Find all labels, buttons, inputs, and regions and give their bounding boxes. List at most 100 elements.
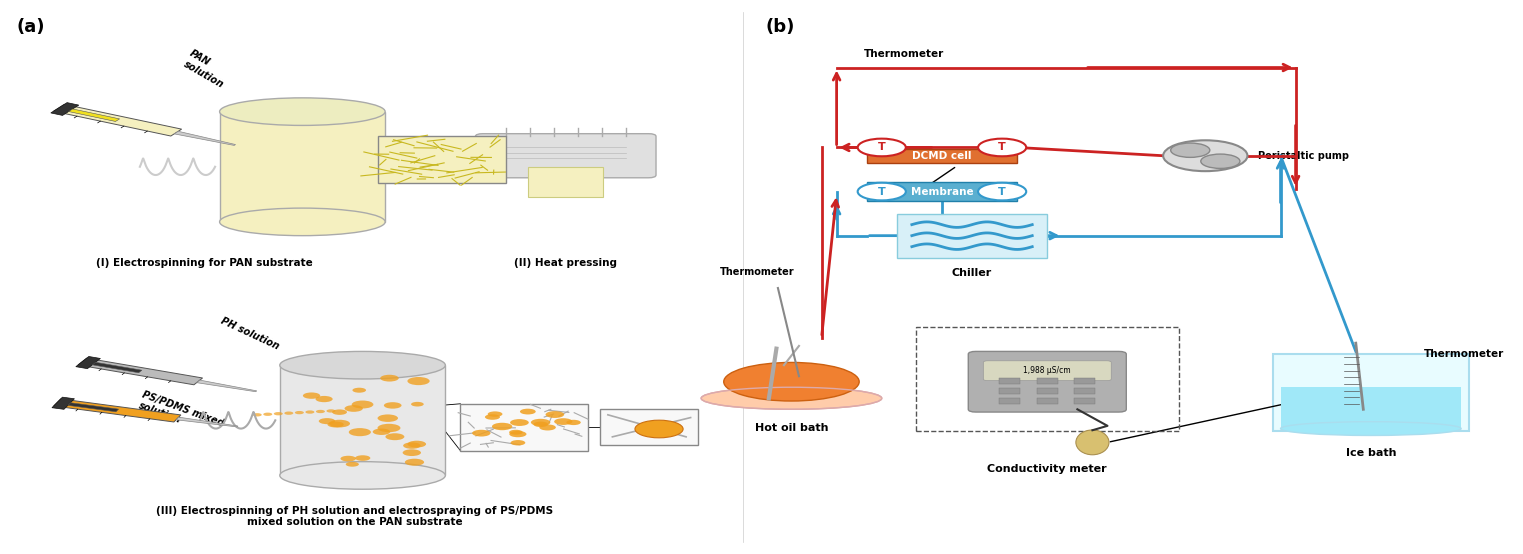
Circle shape — [545, 411, 564, 418]
Text: PH solution: PH solution — [219, 316, 282, 351]
Circle shape — [635, 420, 684, 438]
Bar — [1037, 378, 1058, 384]
Bar — [280, 365, 445, 475]
Circle shape — [487, 412, 503, 417]
Circle shape — [554, 418, 573, 425]
Circle shape — [318, 418, 335, 424]
Circle shape — [327, 422, 344, 428]
Polygon shape — [78, 358, 203, 385]
Circle shape — [385, 433, 405, 440]
Text: Peristaltic pump: Peristaltic pump — [1258, 151, 1349, 161]
Circle shape — [472, 430, 490, 437]
Text: 1,988 μS/cm: 1,988 μS/cm — [1023, 366, 1071, 375]
Circle shape — [532, 419, 550, 426]
Text: (II) Heat pressing: (II) Heat pressing — [515, 258, 617, 268]
Polygon shape — [69, 109, 120, 121]
Ellipse shape — [219, 98, 385, 125]
Bar — [1074, 398, 1095, 404]
Circle shape — [306, 411, 314, 414]
Circle shape — [332, 409, 347, 415]
FancyBboxPatch shape — [984, 361, 1112, 381]
Bar — [867, 149, 1017, 163]
Circle shape — [404, 443, 420, 449]
Circle shape — [510, 419, 528, 426]
Ellipse shape — [280, 461, 445, 489]
Circle shape — [402, 449, 420, 456]
Bar — [999, 378, 1020, 384]
Circle shape — [510, 440, 525, 445]
Polygon shape — [52, 397, 75, 409]
Circle shape — [484, 414, 500, 420]
Circle shape — [303, 392, 320, 399]
Bar — [999, 398, 1020, 404]
Circle shape — [315, 396, 332, 402]
Circle shape — [285, 412, 294, 415]
Bar — [1074, 378, 1095, 384]
Circle shape — [1164, 140, 1247, 171]
Circle shape — [1171, 143, 1209, 157]
Bar — [378, 136, 506, 183]
Circle shape — [1200, 154, 1240, 168]
Text: (I) Electrospinning for PAN substrate: (I) Electrospinning for PAN substrate — [96, 258, 312, 268]
Circle shape — [344, 405, 362, 412]
Ellipse shape — [1075, 430, 1109, 455]
Polygon shape — [196, 380, 257, 392]
Polygon shape — [76, 356, 101, 368]
Circle shape — [355, 455, 370, 461]
Circle shape — [295, 411, 305, 414]
Circle shape — [315, 410, 324, 413]
Circle shape — [533, 422, 548, 427]
Bar — [1037, 398, 1058, 404]
Bar — [915, 327, 1179, 432]
Text: Conductivity meter: Conductivity meter — [987, 464, 1107, 474]
Circle shape — [346, 462, 359, 466]
Circle shape — [378, 424, 401, 432]
Circle shape — [519, 409, 536, 414]
Circle shape — [373, 429, 390, 435]
Circle shape — [509, 431, 527, 437]
Bar — [600, 409, 698, 445]
Circle shape — [352, 401, 373, 408]
Polygon shape — [53, 104, 181, 136]
Polygon shape — [53, 399, 181, 422]
Ellipse shape — [280, 351, 445, 379]
Circle shape — [384, 402, 402, 409]
Circle shape — [263, 413, 273, 416]
Text: PS/PDMS mixed
solution: PS/PDMS mixed solution — [137, 390, 225, 440]
Circle shape — [405, 459, 423, 466]
Circle shape — [408, 377, 429, 385]
Circle shape — [341, 456, 356, 461]
Text: Thermometer: Thermometer — [1424, 349, 1503, 359]
Circle shape — [978, 138, 1027, 156]
Bar — [1037, 388, 1058, 394]
Text: T: T — [877, 187, 886, 197]
Text: Chiller: Chiller — [952, 268, 991, 278]
Circle shape — [567, 420, 580, 425]
Ellipse shape — [1281, 422, 1461, 435]
Circle shape — [378, 414, 398, 422]
Text: (III) Electrospinning of PH solution and electrospraying of PS/PDMS
mixed soluti: (III) Electrospinning of PH solution and… — [157, 506, 553, 527]
Circle shape — [352, 388, 366, 393]
Ellipse shape — [723, 362, 859, 401]
Circle shape — [857, 138, 906, 156]
Circle shape — [326, 409, 335, 413]
Bar — [1074, 388, 1095, 394]
FancyBboxPatch shape — [475, 134, 656, 178]
Polygon shape — [69, 403, 119, 412]
Text: (b): (b) — [766, 18, 795, 36]
Circle shape — [349, 428, 372, 436]
Bar — [219, 112, 385, 222]
Text: T: T — [998, 142, 1007, 152]
Text: T: T — [998, 187, 1007, 197]
Polygon shape — [50, 102, 79, 115]
Circle shape — [539, 424, 556, 430]
Text: PAN
solution: PAN solution — [181, 49, 231, 90]
Bar — [867, 182, 1017, 202]
Bar — [1273, 354, 1468, 432]
Circle shape — [492, 423, 512, 430]
FancyBboxPatch shape — [969, 351, 1127, 412]
Circle shape — [411, 402, 423, 407]
Bar — [999, 388, 1020, 394]
Polygon shape — [177, 417, 238, 427]
Bar — [528, 167, 603, 197]
